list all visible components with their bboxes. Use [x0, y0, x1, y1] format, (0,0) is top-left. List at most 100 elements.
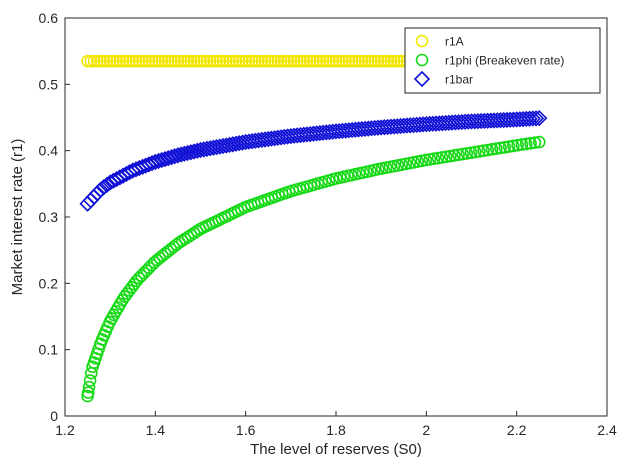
data-point	[145, 54, 159, 68]
data-point	[294, 54, 307, 68]
legend-entry-label: r1bar	[445, 73, 473, 87]
data-point	[220, 54, 233, 68]
data-point	[223, 54, 236, 68]
data-point	[116, 54, 130, 68]
data-point	[390, 54, 404, 68]
data-point	[87, 54, 101, 68]
data-point	[211, 138, 228, 155]
data-point	[427, 152, 441, 166]
data-point	[184, 54, 198, 68]
legend-entry-label: r1A	[445, 35, 464, 49]
data-point	[332, 54, 346, 68]
data-point	[387, 54, 401, 68]
data-point	[83, 374, 97, 387]
data-point	[150, 152, 167, 170]
data-point	[443, 149, 457, 163]
data-point	[381, 54, 394, 68]
data-point	[258, 54, 272, 68]
y-tick-label: 0.5	[39, 76, 59, 92]
data-point	[203, 54, 217, 68]
data-point	[297, 54, 311, 68]
data-point	[119, 54, 133, 68]
x-tick-label: 1.4	[146, 422, 166, 438]
data-point	[103, 54, 117, 68]
data-point	[89, 185, 106, 202]
data-point	[207, 54, 220, 68]
data-point	[142, 54, 156, 68]
legend-marker	[415, 53, 429, 67]
data-point	[216, 54, 230, 68]
data-point	[242, 54, 256, 68]
data-point	[229, 54, 243, 68]
data-point	[155, 54, 169, 68]
data-point	[468, 145, 482, 159]
data-point	[489, 142, 503, 155]
data-point	[524, 110, 541, 127]
legend-entry-label: r1phi (Breakeven rate)	[445, 54, 564, 68]
data-point	[163, 149, 180, 166]
data-point	[365, 54, 378, 68]
y-tick-label: 0.3	[39, 209, 59, 225]
data-point	[361, 54, 375, 68]
data-point	[169, 147, 187, 164]
data-point	[239, 54, 252, 68]
data-point	[197, 54, 211, 68]
data-point	[511, 138, 524, 152]
data-point	[310, 54, 323, 68]
data-point	[194, 54, 207, 68]
data-point	[290, 54, 304, 68]
data-point	[368, 54, 382, 68]
data-point	[485, 143, 499, 156]
data-point	[252, 54, 265, 68]
data-point	[274, 54, 288, 68]
y-tick-label: 0.6	[39, 10, 59, 26]
data-point	[261, 54, 275, 68]
y-tick-label: 0.1	[39, 342, 59, 358]
data-point	[349, 54, 362, 68]
data-point	[268, 54, 282, 68]
data-point	[174, 54, 188, 68]
data-point	[81, 54, 94, 68]
y-axis-ticks: 0 0.1 0.2 0.3 0.4 0.5 0.6	[39, 10, 70, 424]
data-point	[84, 54, 98, 68]
data-point	[143, 155, 161, 172]
data-point	[374, 54, 388, 68]
legend: r1A r1phi (Breakeven rate) r1bar	[404, 27, 601, 94]
data-point	[221, 136, 238, 154]
data-point	[94, 54, 107, 68]
x-tick-label: 1.6	[236, 422, 256, 438]
data-point	[435, 151, 449, 164]
data-point	[448, 149, 461, 162]
data-point	[82, 380, 96, 394]
data-point	[265, 54, 278, 68]
data-point	[166, 148, 183, 165]
y-tick-label: 0.2	[39, 275, 59, 291]
data-point	[378, 54, 391, 68]
data-point	[452, 148, 465, 162]
data-point	[168, 54, 181, 68]
y-tick-label: 0.4	[39, 143, 59, 159]
data-point	[281, 54, 294, 68]
data-point	[358, 54, 372, 68]
data-point	[481, 143, 495, 157]
y-axis-label: Market interest rate (r1)	[9, 139, 26, 296]
data-point	[149, 54, 162, 68]
data-point	[284, 54, 298, 68]
data-point	[187, 54, 201, 68]
data-point	[179, 144, 196, 162]
data-point	[339, 54, 352, 68]
data-point	[498, 140, 512, 154]
data-point	[202, 140, 219, 157]
data-point	[316, 54, 330, 68]
data-point	[81, 386, 95, 399]
data-point	[307, 54, 320, 68]
series-1	[81, 135, 546, 403]
data-point	[152, 54, 165, 68]
data-point	[208, 139, 225, 156]
data-point	[190, 54, 204, 68]
data-point	[113, 54, 127, 68]
data-point	[129, 54, 143, 68]
data-point	[245, 54, 259, 68]
data-point	[531, 110, 548, 127]
legend-box	[404, 27, 601, 94]
